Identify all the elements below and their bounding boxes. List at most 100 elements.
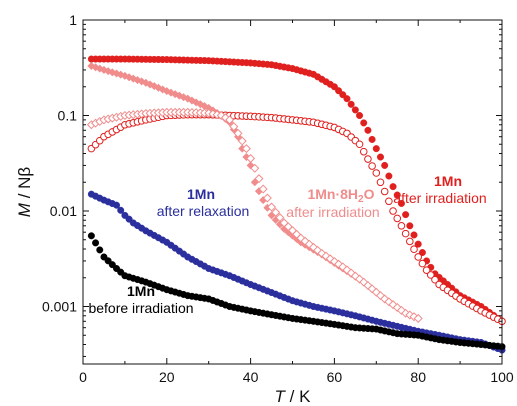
data-point [397, 199, 405, 207]
annotation-compound: 1Mn [127, 283, 155, 299]
data-point [117, 206, 125, 214]
data-point [367, 284, 377, 294]
data-point [389, 207, 397, 215]
data-point [304, 239, 314, 249]
data-point [321, 251, 331, 261]
x-tick-label: 20 [159, 369, 175, 385]
compound-tail: O [364, 186, 375, 202]
data-point [410, 231, 418, 239]
data-point [329, 256, 339, 266]
data-point [150, 82, 159, 91]
data-point [216, 110, 226, 121]
x-tick-label: 60 [327, 369, 343, 385]
data-point [380, 294, 390, 304]
series-hydrate-irr-open [86, 107, 423, 323]
data-point [368, 135, 376, 143]
data-point [154, 83, 163, 92]
data-point [356, 112, 364, 120]
data-point [334, 259, 344, 269]
data-point [380, 187, 389, 196]
y-tick-label: 0.1 [58, 108, 78, 124]
data-point [376, 153, 384, 161]
data-point [360, 119, 368, 127]
data-point [389, 183, 397, 191]
data-point [413, 313, 423, 323]
x-tick-label: 40 [243, 369, 259, 385]
compound-main: 1Mn·8H [307, 186, 358, 202]
data-point [343, 95, 351, 103]
data-point [426, 271, 435, 279]
data-point [397, 221, 406, 230]
data-point [368, 162, 376, 170]
x-tick-label: 0 [79, 369, 87, 385]
data-point [262, 193, 272, 203]
x-axis-variable: T [275, 387, 287, 406]
data-point [385, 197, 393, 206]
data-point [246, 153, 256, 163]
data-point [355, 140, 364, 149]
annotation-text: after irradiation [393, 190, 486, 206]
data-point [351, 106, 359, 114]
data-point [171, 90, 180, 99]
data-point [317, 248, 327, 258]
data-point [372, 145, 380, 153]
x-tick-label: 80 [410, 369, 426, 385]
annotation-text: before irradiation [88, 300, 193, 316]
data-point [229, 122, 239, 132]
data-point [92, 239, 100, 247]
data-point [308, 242, 318, 252]
data-point [254, 174, 264, 184]
data-point [364, 155, 372, 163]
data-point [241, 144, 251, 154]
data-point [422, 266, 431, 274]
data-point [175, 91, 184, 100]
data-point [363, 280, 373, 290]
annotation-compound: 1Mn [434, 173, 462, 189]
data-point [113, 201, 121, 209]
data-point [355, 274, 365, 284]
data-point [414, 253, 423, 261]
data-point [237, 136, 247, 146]
y-tick-label: 0.001 [42, 299, 77, 315]
y-axis-unit: / Nβ [15, 167, 34, 203]
data-point [233, 128, 243, 138]
x-axis-title: T / K [275, 387, 312, 406]
data-point [342, 265, 352, 275]
data-point [325, 254, 335, 264]
data-point [375, 291, 385, 301]
annotation-before-irradiation: 1Mn before irradiation [88, 283, 193, 316]
data-point [271, 207, 281, 217]
data-point [384, 297, 394, 307]
data-point [381, 161, 389, 169]
y-tick-label: 1 [69, 12, 77, 28]
data-point [364, 126, 372, 134]
annotation-compound: 1Mn [187, 186, 215, 202]
data-point [396, 305, 406, 315]
data-point [410, 245, 418, 254]
data-point [267, 202, 277, 212]
data-point [388, 300, 398, 310]
y-tick-label: 0.01 [50, 203, 77, 219]
y-axis-variable: M [15, 202, 34, 217]
annotation-text: after irradiation [286, 204, 379, 220]
data-point [258, 184, 268, 194]
data-point [372, 169, 381, 177]
data-point [409, 312, 419, 322]
data-point [431, 275, 439, 284]
data-point [406, 237, 414, 246]
data-point [371, 287, 381, 297]
data-point [125, 73, 134, 82]
data-point [225, 115, 235, 125]
y-axis-title: M / Nβ [15, 167, 34, 218]
annotation-compound: 1Mn·8H2O [307, 186, 374, 205]
data-point [393, 191, 401, 199]
annotation-after-relaxation: 1Mn after relaxation [157, 186, 250, 219]
series-layer [86, 55, 506, 354]
data-point [145, 80, 155, 89]
data-point [376, 178, 385, 187]
series-1mn-before [87, 232, 506, 351]
data-point [359, 277, 369, 287]
data-point [296, 233, 306, 243]
annotation-1mn-after-irradiation: 1Mn after irradiation [393, 173, 486, 206]
